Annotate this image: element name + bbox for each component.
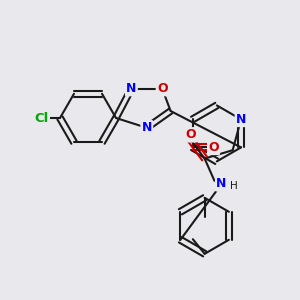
Text: N: N [142,121,152,134]
Text: O: O [157,82,167,95]
Text: Cl: Cl [34,112,49,124]
Text: O: O [208,141,219,154]
Text: N: N [126,82,136,95]
Text: N: N [216,177,226,190]
Text: O: O [185,128,196,141]
Text: H: H [230,181,238,191]
Text: N: N [236,113,246,126]
